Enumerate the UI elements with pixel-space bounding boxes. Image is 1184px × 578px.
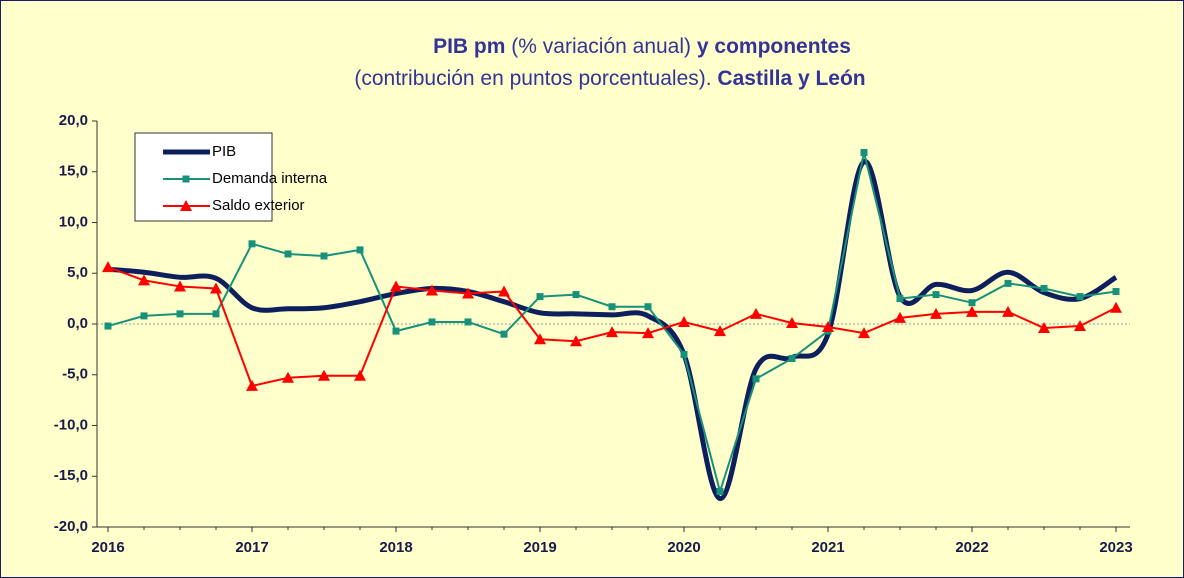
y-tick-label: -15,0	[54, 467, 88, 484]
title-part: (% variación anual)	[511, 35, 691, 58]
x-tick-label: 2016	[91, 539, 124, 556]
legend-label: Demanda interna	[212, 170, 328, 187]
chart-title: PIB pm (% variación anual) y componentes	[433, 35, 851, 58]
point	[1040, 284, 1048, 292]
series-line	[107, 159, 1118, 502]
point	[932, 291, 940, 299]
point	[138, 274, 150, 286]
y-tick-label: 0,0	[67, 315, 88, 332]
point	[644, 303, 652, 311]
point	[392, 327, 400, 335]
point	[426, 284, 438, 296]
point	[212, 310, 220, 318]
point	[896, 295, 904, 303]
point	[1074, 320, 1086, 332]
point	[968, 299, 976, 307]
y-tick-label: -10,0	[54, 416, 88, 433]
point	[390, 280, 402, 292]
point	[464, 318, 472, 326]
point	[572, 291, 580, 299]
legend-marker	[182, 175, 190, 183]
point	[1076, 293, 1084, 301]
x-tick-label: 2021	[811, 539, 844, 556]
point	[788, 355, 796, 363]
point	[678, 315, 690, 327]
point	[716, 487, 724, 495]
point	[104, 322, 112, 330]
point	[1112, 288, 1120, 296]
point	[534, 333, 546, 345]
title-part: y componentes	[697, 35, 851, 58]
point	[498, 285, 510, 297]
point	[786, 316, 798, 328]
point	[894, 311, 906, 323]
point	[174, 280, 186, 292]
subtitle-part: Castilla y León	[717, 67, 865, 90]
point	[536, 293, 544, 301]
point	[428, 318, 436, 326]
point	[642, 327, 654, 339]
point	[822, 321, 834, 333]
point	[140, 312, 148, 320]
point	[210, 282, 222, 294]
title-part: PIB pm	[433, 35, 505, 58]
y-tick-label: 10,0	[59, 213, 88, 230]
y-tick-label: 15,0	[59, 163, 88, 180]
x-tick-label: 2022	[955, 539, 988, 556]
x-tick-label: 2023	[1099, 539, 1132, 556]
point	[1002, 305, 1014, 317]
y-tick-label: -5,0	[62, 366, 88, 383]
subtitle-part: (contribución en puntos porcentuales).	[354, 67, 711, 90]
point	[680, 350, 688, 358]
point	[570, 335, 582, 347]
point	[752, 375, 760, 383]
legend-marker	[180, 200, 192, 211]
point	[966, 305, 978, 317]
legend-label: PIB	[212, 143, 236, 160]
y-tick-label: 5,0	[67, 264, 88, 281]
x-tick-label: 2020	[667, 539, 700, 556]
chart-subtitle: (contribución en puntos porcentuales). C…	[354, 67, 865, 90]
x-tick-label: 2018	[379, 539, 412, 556]
y-tick-label: -20,0	[54, 518, 88, 535]
point	[102, 261, 114, 273]
point	[284, 250, 292, 258]
point	[1004, 279, 1012, 287]
point	[246, 379, 258, 391]
point	[1110, 301, 1122, 313]
x-tick-label: 2019	[523, 539, 556, 556]
point	[282, 371, 294, 383]
point	[356, 246, 364, 254]
point	[608, 303, 616, 311]
point	[930, 307, 942, 319]
y-tick-label: 20,0	[59, 112, 88, 129]
point	[606, 326, 618, 338]
point	[318, 369, 330, 381]
point	[320, 252, 328, 260]
legend-label: Saldo exterior	[212, 197, 305, 214]
point	[248, 240, 256, 248]
point	[1038, 322, 1050, 334]
point	[858, 327, 870, 339]
point	[750, 307, 762, 319]
x-tick-label: 2017	[235, 539, 268, 556]
point	[462, 287, 474, 299]
point	[714, 325, 726, 337]
point	[860, 148, 868, 156]
point	[354, 369, 366, 381]
point	[500, 330, 508, 338]
point	[176, 310, 184, 318]
